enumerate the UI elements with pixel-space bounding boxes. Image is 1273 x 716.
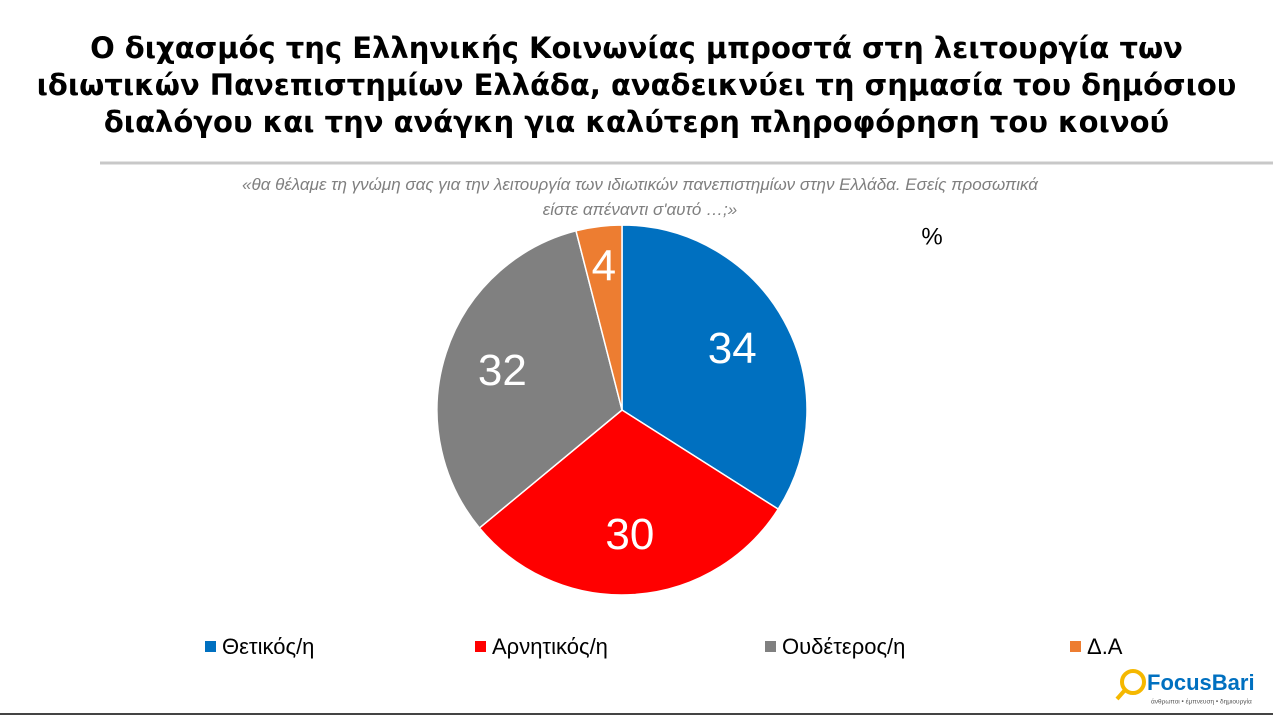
logo-name: FocusBari	[1147, 670, 1255, 695]
legend-swatch	[205, 641, 216, 652]
logo-tagline: άνθρωποι • έμπνευση • δημιουργία	[1151, 698, 1252, 706]
pie-slice	[478, 409, 780, 596]
logo-icon	[1120, 669, 1146, 695]
pie-slice	[575, 224, 623, 411]
title: Ο διχασμός της Ελληνικής Κοινωνίας μπροσ…	[36, 31, 1237, 139]
legend-label: Θετικός/η	[222, 634, 314, 659]
legend-label: Ουδέτερος/η	[782, 634, 905, 659]
legend-swatch	[475, 641, 486, 652]
data-label: 32	[478, 346, 527, 395]
legend-swatch	[765, 641, 776, 652]
legend-label: Αρνητικός/η	[492, 634, 608, 659]
data-label: 4	[592, 241, 616, 290]
legend-swatch	[1070, 641, 1081, 652]
subtitle: «θα θέλαμε τη γνώμη σας για την λειτουργ…	[242, 175, 1038, 219]
data-label: 30	[605, 510, 654, 559]
pie-slice	[436, 229, 623, 529]
legend-label: Δ.Α	[1087, 634, 1123, 659]
logo-icon	[1115, 688, 1127, 701]
data-label: 34	[708, 324, 757, 373]
pie-slice	[621, 224, 808, 511]
unit-label: %	[921, 223, 942, 250]
